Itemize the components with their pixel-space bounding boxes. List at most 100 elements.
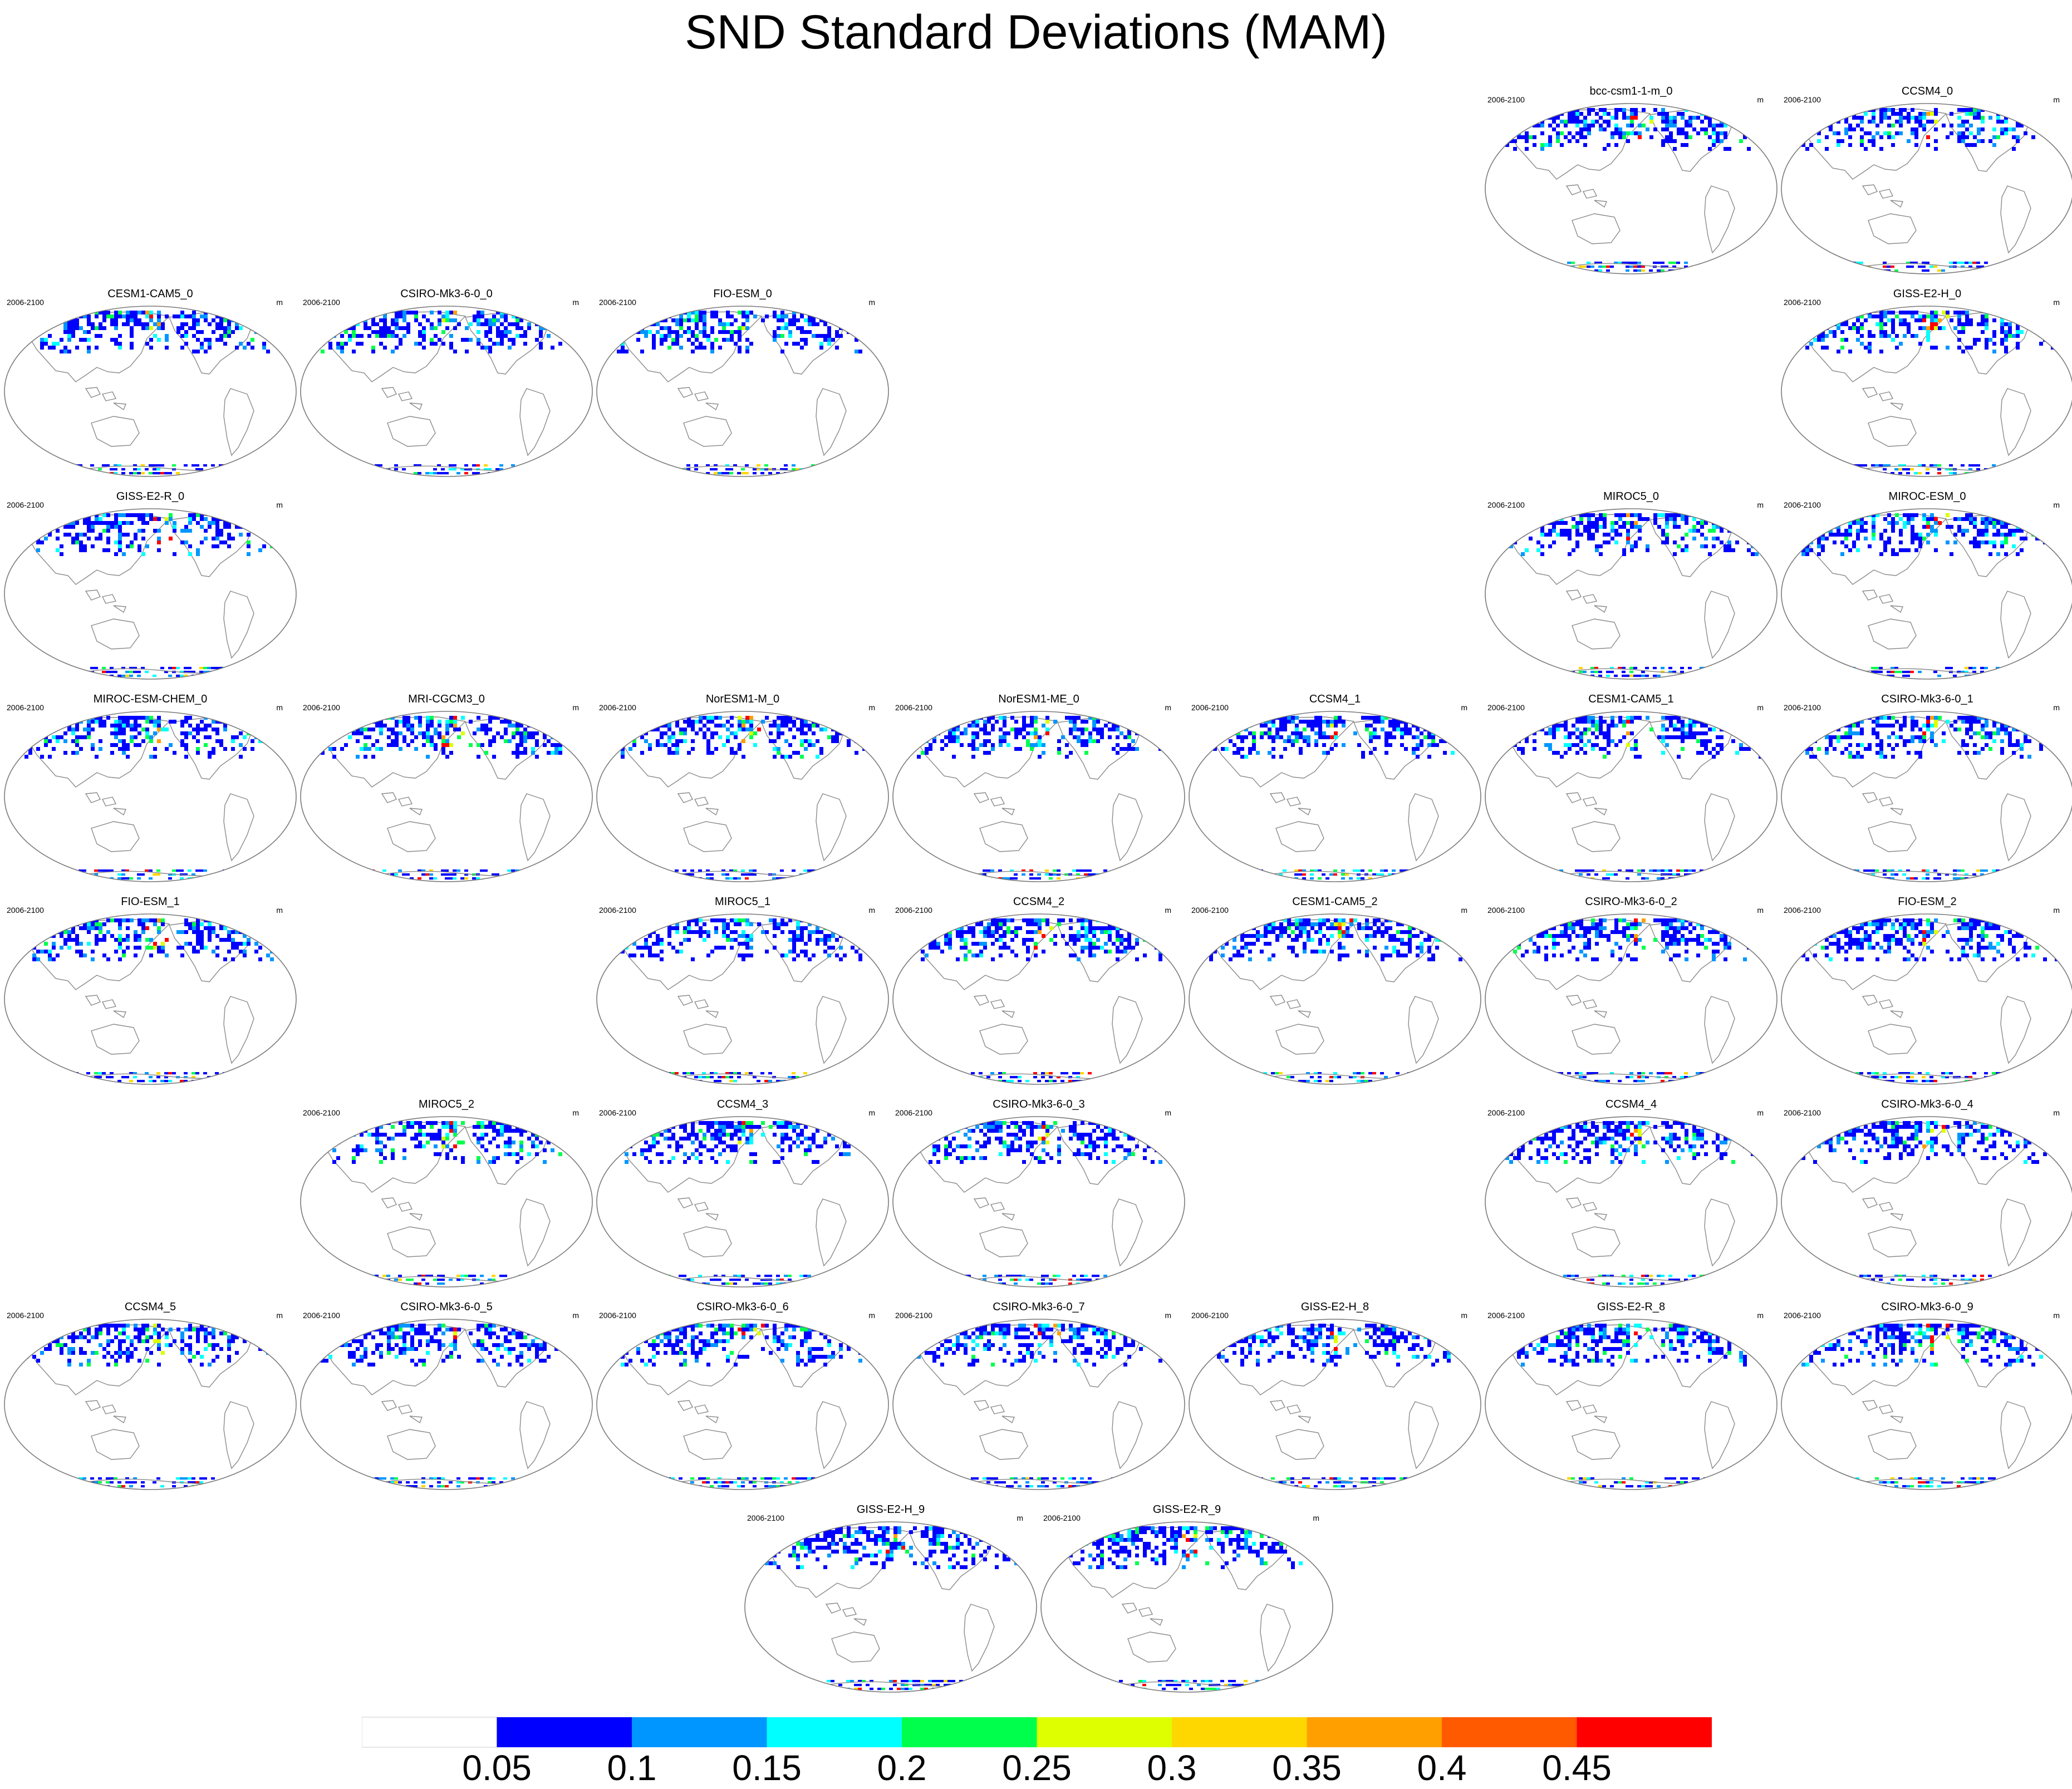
- snow-std-cell: [1583, 124, 1587, 127]
- snow-std-cell: [508, 720, 512, 724]
- snow-std-cell: [847, 739, 851, 743]
- snow-std-cell: [964, 731, 968, 735]
- snow-std-cell: [1318, 731, 1322, 735]
- snow-std-cell: [180, 869, 184, 872]
- snow-std-cell: [164, 671, 168, 674]
- snow-std-cell: [200, 513, 204, 517]
- snow-std-cell: [1568, 731, 1572, 735]
- snow-std-cell: [379, 724, 383, 728]
- snow-std-cell: [40, 513, 44, 517]
- snow-std-cell: [940, 747, 944, 751]
- snow-std-cell: [492, 318, 496, 322]
- snow-std-cell: [1607, 731, 1611, 735]
- snow-std-cell: [1829, 108, 1833, 112]
- snow-std-cell: [278, 314, 282, 318]
- snow-std-cell: [121, 869, 125, 872]
- snow-std-cell: [1937, 472, 1941, 475]
- snow-std-cell: [71, 330, 75, 334]
- snow-std-cell: [1603, 112, 1607, 116]
- snow-std-cell: [438, 322, 441, 326]
- snow-std-cell: [1505, 533, 1509, 537]
- snow-std-cell: [687, 720, 691, 724]
- snow-std-cell: [1649, 120, 1653, 124]
- snow-std-cell: [223, 728, 227, 731]
- snow-std-cell: [690, 873, 694, 876]
- snow-std-cell: [24, 330, 28, 334]
- snow-std-cell: [325, 311, 328, 314]
- snow-std-cell: [1579, 131, 1583, 135]
- snow-std-cell: [730, 322, 734, 326]
- snow-std-cell: [1860, 513, 1864, 517]
- snow-std-cell: [800, 346, 804, 350]
- snow-std-cell: [1906, 675, 1910, 677]
- snow-std-cell: [1751, 127, 1755, 131]
- snow-std-cell: [379, 326, 383, 330]
- snow-std-cell: [1977, 322, 1981, 326]
- snow-std-cell: [247, 318, 251, 322]
- snow-std-cell: [169, 517, 173, 521]
- snow-std-cell: [1965, 671, 1968, 674]
- snow-std-cell: [1665, 112, 1669, 116]
- panel-units-label: m: [1757, 500, 1764, 509]
- coastline: [381, 792, 423, 816]
- snow-std-cell: [157, 529, 161, 533]
- snow-std-cell: [375, 739, 379, 743]
- snow-std-cell: [632, 318, 636, 322]
- snow-std-cell: [274, 513, 278, 517]
- panel-title: MIROC5_0: [1603, 490, 1659, 503]
- snow-std-cell: [1618, 517, 1622, 521]
- snow-std-cell: [231, 537, 235, 540]
- snow-std-cell: [932, 739, 936, 743]
- snow-std-cell: [1903, 108, 1907, 112]
- snow-std-cell: [1739, 116, 1743, 120]
- snow-std-cell: [823, 314, 827, 318]
- snow-std-cell: [967, 877, 971, 880]
- snow-std-cell: [208, 521, 212, 525]
- snow-std-cell: [1310, 873, 1314, 876]
- snow-std-cell: [1572, 120, 1575, 124]
- snow-std-cell: [1248, 751, 1252, 755]
- snow-std-cell: [523, 728, 527, 731]
- snow-std-cell: [258, 513, 262, 517]
- snow-std-cell: [95, 537, 99, 540]
- snow-std-cell: [1891, 338, 1895, 342]
- snow-std-cell: [169, 743, 173, 747]
- snow-std-cell: [1431, 743, 1435, 747]
- snow-std-cell: [547, 728, 551, 731]
- snow-std-cell: [788, 755, 792, 759]
- snow-std-cell: [1860, 135, 1864, 139]
- snow-std-cell: [192, 517, 196, 521]
- snow-std-cell: [254, 720, 258, 724]
- snow-std-cell: [1131, 720, 1135, 724]
- snow-std-cell: [1692, 525, 1696, 529]
- snow-std-cell: [531, 751, 535, 755]
- snow-std-cell: [1568, 112, 1572, 116]
- snow-std-cell: [1669, 120, 1673, 124]
- snow-std-cell: [1929, 266, 1933, 268]
- map-panel: GISS-E2-H_0 2006-2100 m: [1779, 286, 2072, 481]
- snow-std-cell: [1825, 318, 1829, 322]
- snow-std-cell: [1299, 735, 1303, 739]
- snow-std-cell: [1069, 728, 1073, 731]
- snow-std-cell: [1755, 116, 1759, 120]
- snow-std-cell: [118, 513, 122, 517]
- snow-std-cell: [1852, 544, 1856, 548]
- snow-std-cell: [1587, 112, 1591, 116]
- snow-std-cell: [134, 314, 138, 318]
- snow-std-cell: [438, 338, 441, 342]
- snow-std-cell: [726, 322, 730, 326]
- snow-std-cell: [1902, 675, 1906, 677]
- snow-std-cell: [1509, 517, 1513, 521]
- snow-std-cell: [652, 322, 656, 326]
- snow-std-cell: [1759, 537, 1762, 540]
- snow-std-cell: [1540, 124, 1544, 127]
- snow-std-cell: [1727, 116, 1731, 120]
- snow-std-cell: [1217, 716, 1221, 720]
- snow-std-cell: [430, 322, 434, 326]
- snow-std-cell: [1404, 728, 1408, 731]
- snow-std-cell: [664, 731, 667, 735]
- snow-std-cell: [1852, 540, 1856, 544]
- snow-std-cell: [1431, 735, 1435, 739]
- snow-std-cell: [1283, 728, 1287, 731]
- snow-std-cell: [823, 720, 827, 724]
